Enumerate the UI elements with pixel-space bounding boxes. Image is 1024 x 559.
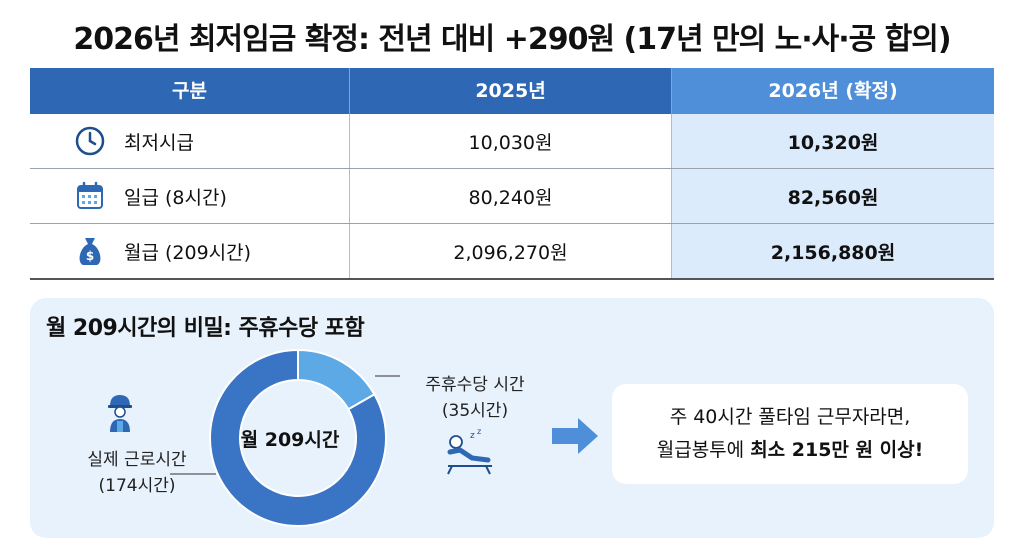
row-label: 최저시급 (124, 131, 194, 154)
donut-center-label: 월 209시간 (240, 429, 340, 451)
cell-2026: 2,156,880원 (672, 224, 994, 278)
resting-person-icon: z z (447, 427, 492, 475)
table-header: 구분 2025년 2026년 (확정) (30, 68, 994, 114)
arrow-right-icon (552, 418, 598, 454)
money-bag-icon: $ (74, 235, 106, 267)
row-label: 월급 (209시간) (124, 241, 252, 264)
message-highlight: 최소 215만 원 이상! (750, 439, 924, 461)
calendar-icon (74, 180, 106, 212)
actual-hours-slice (209, 348, 387, 527)
wage-table: 구분 2025년 2026년 (확정) 최저시급 10,030원 10,320원 (30, 68, 994, 280)
worker-icon (108, 395, 132, 432)
clock-icon (74, 125, 106, 157)
table-row: $ 월급 (209시간) 2,096,270원 2,156,880원 (30, 224, 994, 280)
cell-2026: 10,320원 (672, 114, 994, 168)
actual-hours-label: 실제 근로시간 (174시간) (87, 450, 187, 496)
header-2025: 2025년 (350, 68, 672, 114)
svg-text:z: z (477, 427, 481, 436)
header-category: 구분 (30, 68, 350, 114)
panel-title: 월 209시간의 비밀: 주휴수당 포함 (46, 316, 365, 341)
table-row: 일급 (8시간) 80,240원 82,560원 (30, 169, 994, 224)
message-line2: 월급봉투에 최소 215만 원 이상! (656, 439, 924, 461)
row-label: 일급 (8시간) (124, 186, 227, 209)
svg-text:z: z (470, 431, 475, 441)
cell-2025: 2,096,270원 (350, 224, 672, 278)
cell-2025: 10,030원 (350, 114, 672, 168)
cell-2025: 80,240원 (350, 169, 672, 223)
table-row: 최저시급 10,030원 10,320원 (30, 114, 994, 169)
weekly-hours-label: 주휴수당 시간 (35시간) (425, 375, 525, 421)
summary-message: 주 40시간 풀타임 근무자라면, 월급봉투에 최소 215만 원 이상! (612, 384, 968, 484)
page-title: 2026년 최저임금 확정: 전년 대비 +290원 (17년 만의 노·사·공… (73, 22, 951, 57)
header-2026: 2026년 (확정) (672, 68, 994, 114)
message-line1: 주 40시간 풀타임 근무자라면, (669, 406, 911, 428)
svg-text:$: $ (86, 249, 94, 263)
cell-2026: 82,560원 (672, 169, 994, 223)
